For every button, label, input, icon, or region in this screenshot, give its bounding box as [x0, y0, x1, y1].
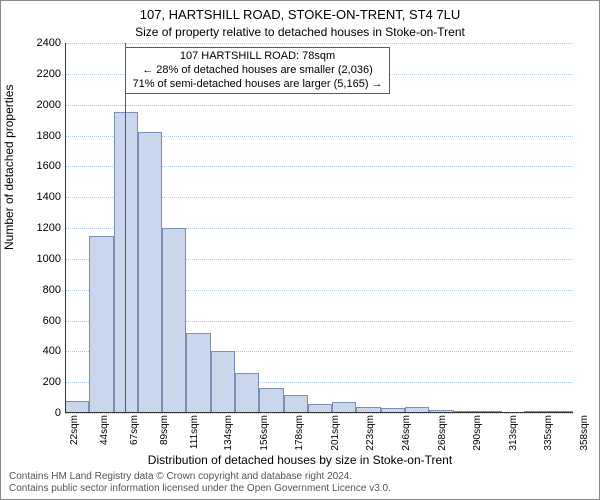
x-tick-label: 201sqm — [330, 415, 341, 451]
histogram-bar — [284, 395, 308, 414]
annotation-line: ← 28% of detached houses are smaller (2,… — [132, 64, 382, 78]
histogram-bar — [89, 236, 113, 413]
footnote-line-2: Contains public sector information licen… — [9, 483, 391, 495]
annotation-box: 107 HARTSHILL ROAD: 78sqm← 28% of detach… — [125, 47, 389, 94]
x-tick-label: 134sqm — [223, 415, 234, 451]
footnote: Contains HM Land Registry data © Crown c… — [9, 471, 391, 495]
y-tick-label: 200 — [21, 376, 61, 388]
y-tick-label: 1400 — [21, 191, 61, 203]
chart-subtitle: Size of property relative to detached ho… — [1, 25, 599, 39]
chart-container: 107, HARTSHILL ROAD, STOKE-ON-TRENT, ST4… — [0, 0, 600, 500]
y-tick-label: 1200 — [21, 222, 61, 234]
x-tick-label: 223sqm — [365, 415, 376, 451]
y-tick-label: 1000 — [21, 253, 61, 265]
x-tick-label: 268sqm — [437, 415, 448, 451]
y-tick-label: 2200 — [21, 68, 61, 80]
x-tick-labels: 22sqm44sqm67sqm89sqm111sqm134sqm156sqm17… — [65, 413, 573, 424]
bars — [65, 43, 573, 413]
y-tick-label: 1600 — [21, 160, 61, 172]
y-tick-label: 2000 — [21, 99, 61, 111]
annotation-line: 71% of semi-detached houses are larger (… — [132, 78, 382, 92]
histogram-bar — [162, 228, 186, 413]
y-tick-label: 800 — [21, 284, 61, 296]
x-tick-label: 44sqm — [99, 415, 110, 445]
histogram-bar — [259, 388, 283, 413]
x-tick-label: 335sqm — [543, 415, 554, 451]
y-tick-label: 1800 — [21, 130, 61, 142]
y-tick-label: 600 — [21, 315, 61, 327]
footnote-line-1: Contains HM Land Registry data © Crown c… — [9, 471, 391, 483]
y-tick-label: 0 — [21, 407, 61, 419]
chart-title: 107, HARTSHILL ROAD, STOKE-ON-TRENT, ST4… — [1, 7, 599, 22]
x-tick-label: 111sqm — [189, 415, 200, 449]
x-tick-label: 156sqm — [259, 415, 270, 451]
histogram-bar — [186, 333, 210, 413]
y-axis — [65, 43, 66, 413]
annotation-line: 107 HARTSHILL ROAD: 78sqm — [132, 50, 382, 64]
x-tick-label: 246sqm — [401, 415, 412, 451]
histogram-bar — [235, 373, 259, 413]
histogram-bar — [211, 351, 235, 413]
y-axis-label: Number of detached properties — [2, 85, 16, 250]
y-tick-label: 400 — [21, 345, 61, 357]
x-axis-label: Distribution of detached houses by size … — [1, 453, 599, 467]
marker-line — [125, 43, 126, 413]
x-tick-label: 290sqm — [472, 415, 483, 451]
x-tick-label: 22sqm — [69, 415, 80, 445]
x-tick-label: 313sqm — [508, 415, 519, 451]
x-tick-label: 358sqm — [579, 415, 590, 451]
x-tick-label: 89sqm — [159, 415, 170, 445]
histogram-bar — [138, 132, 162, 413]
x-tick-label: 178sqm — [294, 415, 305, 451]
x-tick-label: 67sqm — [129, 415, 140, 445]
y-tick-label: 2400 — [21, 37, 61, 49]
plot-area: 0200400600800100012001400160018002000220… — [65, 43, 573, 413]
